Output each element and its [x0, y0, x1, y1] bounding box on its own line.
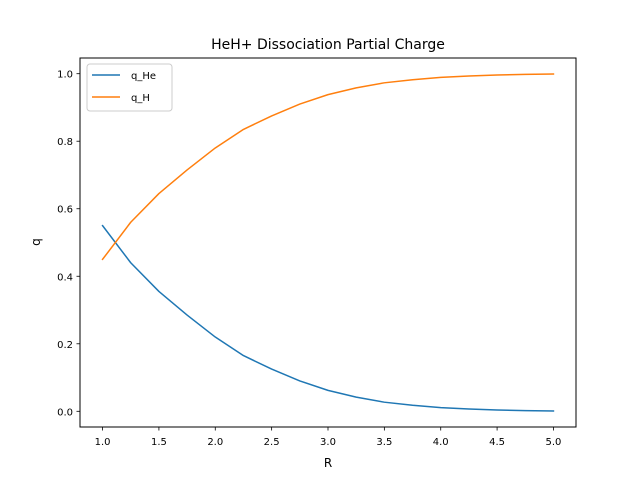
- y-tick-label: 1.0: [57, 70, 73, 81]
- legend-label: q_H: [131, 93, 150, 104]
- x-tick-label: 1.0: [95, 437, 111, 448]
- chart-title: HeH+ Dissociation Partial Charge: [211, 37, 445, 53]
- y-ticks: 0.0 0.2 0.4 0.6 0.8 1.0: [57, 70, 80, 418]
- series-line-q-he: [101, 224, 555, 412]
- series-line-q-h: [101, 73, 555, 261]
- x-tick-label: 3.0: [320, 437, 336, 448]
- x-tick-label: 2.5: [264, 437, 280, 448]
- x-tick-label: 2.0: [207, 437, 223, 448]
- legend: q_He q_H: [86, 63, 173, 112]
- x-ticks: 1.0 1.5 2.0 2.5 3.0 3.5 4.0 4.5 5.0: [95, 427, 562, 448]
- x-tick-label: 3.5: [376, 437, 392, 448]
- legend-label: q_He: [131, 71, 156, 82]
- x-axis-label: R: [324, 456, 332, 470]
- legend-frame: [86, 63, 173, 112]
- y-tick-label: 0.2: [57, 340, 73, 351]
- x-tick-label: 4.0: [433, 437, 449, 448]
- series-lines: [101, 73, 555, 412]
- x-tick-label: 4.5: [489, 437, 505, 448]
- x-tick-label: 5.0: [546, 437, 562, 448]
- x-tick-label: 1.5: [151, 437, 167, 448]
- y-tick-label: 0.4: [57, 272, 73, 283]
- y-axis-label: q: [29, 238, 43, 246]
- y-tick-label: 0.0: [57, 407, 73, 418]
- legend-items: q_He q_H: [92, 71, 156, 104]
- plot-area: [80, 58, 576, 427]
- y-tick-label: 0.8: [57, 137, 73, 148]
- y-tick-label: 0.6: [57, 205, 73, 216]
